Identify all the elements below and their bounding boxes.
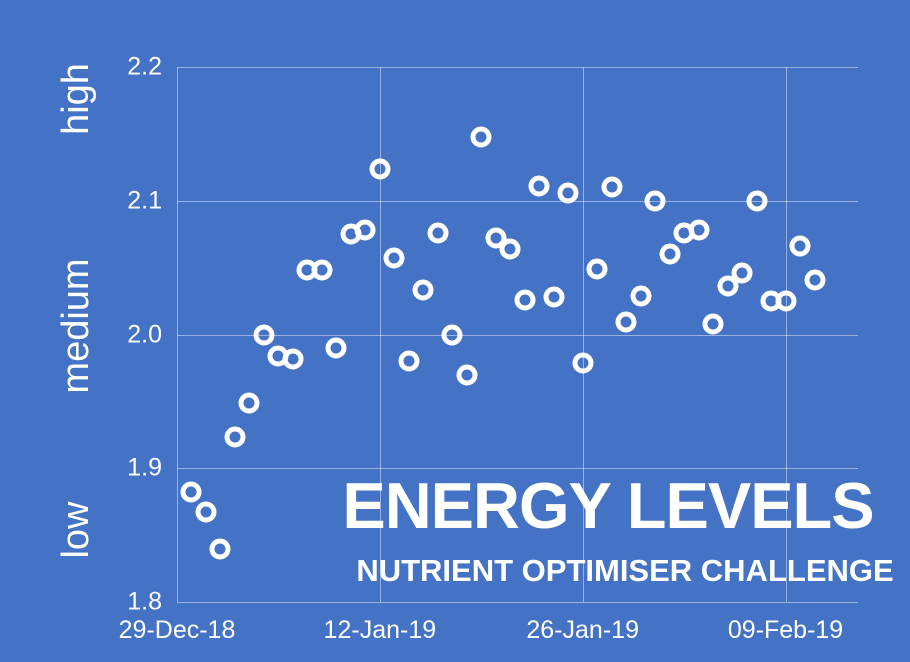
- data-point-marker: [514, 289, 536, 311]
- data-point-marker: [543, 286, 565, 308]
- data-point-marker: [644, 190, 666, 212]
- horizontal-gridline: [177, 602, 858, 603]
- data-point-marker: [412, 279, 434, 301]
- data-point-marker: [572, 352, 594, 374]
- y-axis-tick-label: 1.8: [127, 587, 162, 616]
- horizontal-gridline: [177, 67, 858, 68]
- data-point-marker: [528, 175, 550, 197]
- data-point-marker: [369, 158, 391, 180]
- data-point-marker: [717, 275, 739, 297]
- data-point-marker: [731, 262, 753, 284]
- horizontal-gridline: [177, 468, 858, 470]
- data-point-marker: [282, 348, 304, 370]
- data-point-marker: [354, 219, 376, 241]
- data-point-marker: [789, 235, 811, 257]
- data-point-marker: [195, 501, 217, 523]
- data-point-marker: [586, 258, 608, 280]
- data-point-marker: [238, 392, 260, 414]
- data-point-marker: [398, 350, 420, 372]
- vertical-gridline: [582, 67, 584, 602]
- data-point-marker: [615, 311, 637, 333]
- chart-subtitle: NUTRIENT OPTIMISER CHALLENGE: [356, 553, 894, 588]
- data-point-marker: [485, 227, 507, 249]
- data-point-marker: [427, 222, 449, 244]
- data-point-marker: [311, 259, 333, 281]
- y-band-label-low: low: [55, 501, 97, 559]
- y-axis-tick-label: 1.9: [127, 453, 162, 482]
- data-point-marker: [630, 285, 652, 307]
- vertical-gridline: [379, 67, 381, 602]
- y-axis-tick-label: 2.0: [127, 320, 162, 348]
- x-axis-tick-label: 09-Feb-19: [727, 616, 844, 644]
- data-point-marker: [688, 219, 710, 241]
- y-band-label-high: high: [55, 63, 97, 136]
- vertical-gridline: [785, 67, 787, 602]
- data-point-marker: [746, 190, 768, 212]
- x-axis-tick-label: 29-Dec-18: [118, 616, 236, 644]
- y-axis-tick-label: 2.2: [127, 52, 162, 81]
- x-axis-tick-label: 12-Jan-19: [323, 616, 437, 644]
- horizontal-gridline: [177, 200, 858, 202]
- data-point-marker: [224, 426, 246, 448]
- data-point-marker: [325, 337, 347, 359]
- data-point-marker: [557, 182, 579, 204]
- data-point-marker: [441, 324, 463, 345]
- vertical-gridline: [177, 67, 178, 602]
- x-axis-tick-label: 26-Jan-19: [526, 616, 639, 644]
- horizontal-gridline: [177, 334, 858, 336]
- chart-title: ENERGY LEVELS: [342, 469, 874, 542]
- data-point-marker: [383, 247, 405, 269]
- data-point-marker: [180, 481, 202, 503]
- y-band-label-medium: medium: [55, 258, 97, 395]
- data-point-marker: [775, 290, 797, 312]
- data-point-marker: [209, 538, 231, 559]
- data-point-marker: [470, 126, 492, 148]
- data-point-marker: [659, 243, 681, 265]
- data-point-marker: [456, 364, 478, 386]
- data-point-marker: [804, 269, 826, 291]
- data-point-marker: [499, 238, 521, 260]
- y-axis-tick-label: 2.1: [127, 186, 162, 215]
- data-point-marker: [702, 313, 724, 335]
- data-point-marker: [253, 324, 275, 345]
- data-point-marker: [601, 176, 623, 198]
